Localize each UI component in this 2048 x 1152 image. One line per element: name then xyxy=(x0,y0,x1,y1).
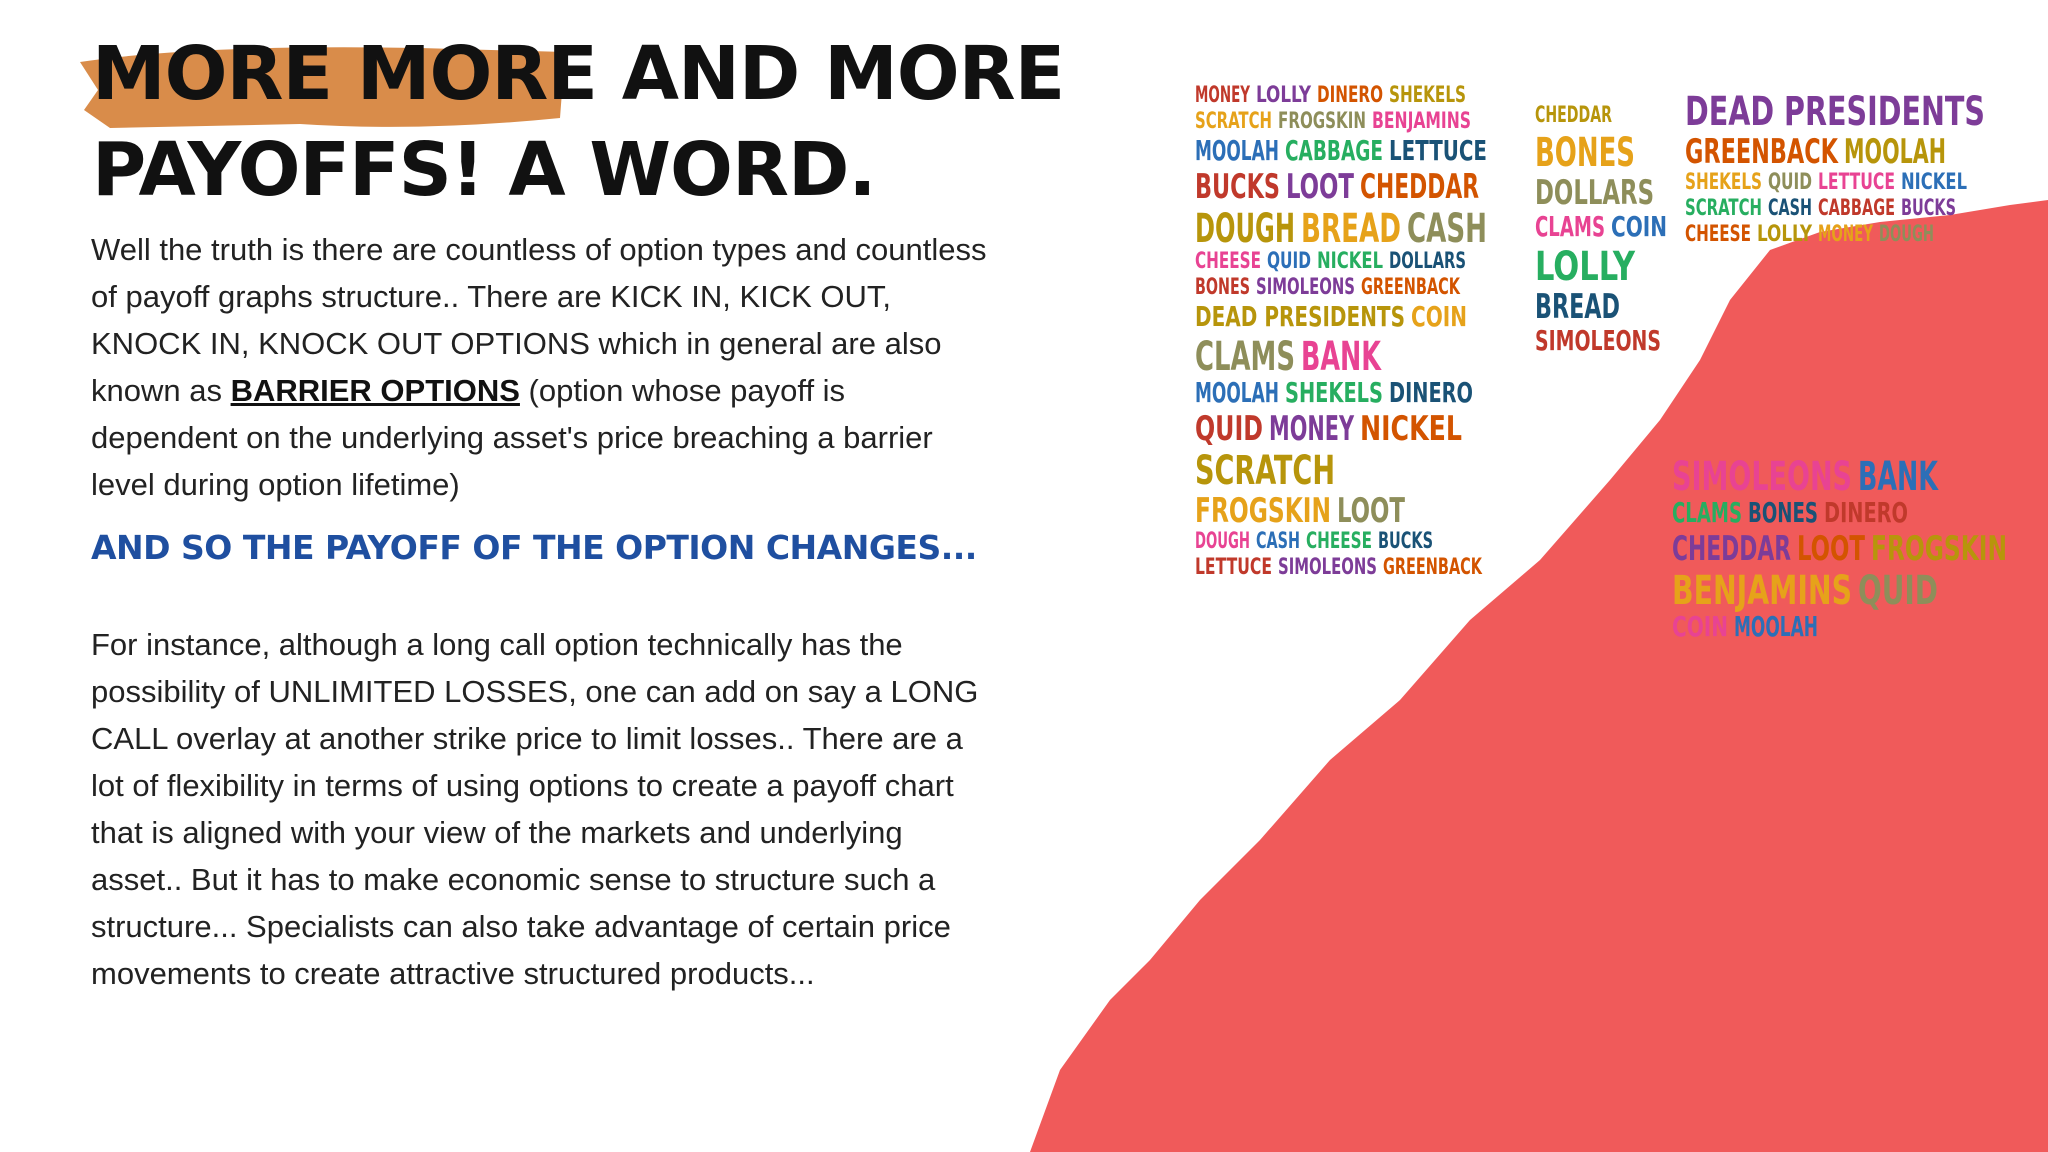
word-cloud-word: CLAMS xyxy=(1535,210,1605,243)
word-cloud-word: DINERO xyxy=(1824,496,1908,529)
word-cloud-word: MONEY xyxy=(1195,83,1250,108)
word-cloud-word: BUCKS xyxy=(1901,196,1956,221)
word-cloud-word: CASH xyxy=(1768,196,1812,221)
word-cloud-word: DOLLARS xyxy=(1535,173,1654,213)
text: Well the truth is there are countless of… xyxy=(91,232,987,408)
title-line-2: PAYOFFS! A WORD. xyxy=(92,127,876,213)
word-cloud-word: BREAD xyxy=(1535,287,1620,327)
word-cloud-word: SIMOLEONS xyxy=(1256,275,1355,300)
word-cloud-word: FROGSKIN xyxy=(1871,529,2007,569)
word-cloud-word: MOOLAH xyxy=(1734,610,1818,643)
word-cloud-word: CLAMS xyxy=(1195,334,1295,380)
word-cloud-word: LOOT xyxy=(1286,167,1354,207)
word-cloud-word: SCRATCH xyxy=(1685,196,1762,221)
word-cloud-word: SHEKELS xyxy=(1685,170,1762,195)
text: (option whose payoff is dependent on the… xyxy=(91,373,933,502)
word-cloud-word: LETTUCE xyxy=(1195,555,1272,580)
word-cloud-word: MOOLAH xyxy=(1844,132,1946,172)
word-cloud-word: MOOLAH xyxy=(1195,376,1279,409)
word-cloud-word: BUCKS xyxy=(1378,529,1433,554)
word-cloud-word: BREAD xyxy=(1301,206,1401,252)
word-cloud-word: MOOLAH xyxy=(1195,134,1279,167)
word-cloud-word: SIMOLEONS xyxy=(1535,324,1661,357)
word-cloud-word: CHEDDAR xyxy=(1360,167,1479,207)
word-cloud-word: MONEY xyxy=(1269,409,1355,449)
word-cloud-word: NICKEL xyxy=(1360,409,1462,449)
word-cloud-word: BONES xyxy=(1535,130,1635,176)
word-cloud-word: DEAD PRESIDENTS xyxy=(1195,300,1405,333)
word-cloud-word: LOLLY xyxy=(1757,222,1813,247)
word-cloud-word: SHEKELS xyxy=(1389,83,1466,108)
word-cloud-word: LOOT xyxy=(1337,491,1405,531)
word-cloud-word: CHEDDAR xyxy=(1535,103,1612,128)
word-cloud-word: NICKEL xyxy=(1317,249,1383,274)
word-cloud-word: QUID xyxy=(1267,249,1311,274)
word-cloud-word: CABBAGE xyxy=(1285,134,1383,167)
word-cloud-word: DOUGH xyxy=(1195,529,1250,554)
word-cloud-word: QUID xyxy=(1195,409,1263,449)
word-cloud-word: BUCKS xyxy=(1195,167,1280,207)
word-cloud-word: CASH xyxy=(1407,206,1487,252)
word-cloud-word: CHEESE xyxy=(1195,249,1261,274)
word-cloud-word: BENJAMINS xyxy=(1672,568,1852,614)
brush-stroke xyxy=(80,47,565,128)
word-cloud-word: BENJAMINS xyxy=(1372,109,1471,134)
word-cloud-word: LOOT xyxy=(1797,529,1865,569)
word-cloud-word: MONEY xyxy=(1818,222,1873,247)
word-cloud-word: CLAMS xyxy=(1672,496,1742,529)
word-cloud-word: DEAD PRESIDENTS xyxy=(1685,89,1985,135)
word-cloud-word: SHEKELS xyxy=(1285,376,1383,409)
word-cloud-word: CHEESE xyxy=(1306,529,1372,554)
word-cloud-word: FROGSKIN xyxy=(1278,109,1366,134)
paragraph: Well the truth is there are countless of… xyxy=(91,226,996,508)
word-cloud-word: DINERO xyxy=(1389,376,1473,409)
word-cloud-word: SCRATCH xyxy=(1195,448,1335,494)
word-cloud-word: SIMOLEONS xyxy=(1672,454,1852,500)
red-background-shape xyxy=(1030,200,2048,1152)
word-cloud-word: GREENBACK xyxy=(1383,555,1482,580)
word-cloud-word: BANK xyxy=(1858,454,1939,500)
paragraph: For instance, although a long call optio… xyxy=(91,627,979,991)
word-cloud-word: BONES xyxy=(1195,275,1250,300)
word-cloud-word: GREENBACK xyxy=(1685,132,1839,172)
subheading: AND SO THE PAYOFF OF THE OPTION CHANGES.… xyxy=(91,528,977,567)
word-cloud-word: LETTUCE xyxy=(1389,134,1487,167)
title-highlight: MORE MORE xyxy=(92,31,598,117)
word-cloud-word: LETTUCE xyxy=(1818,170,1895,195)
word-cloud-word: SCRATCH xyxy=(1195,109,1272,134)
word-cloud-word: CASH xyxy=(1256,529,1300,554)
word-cloud-word: BONES xyxy=(1748,496,1818,529)
word-cloud-word: QUID xyxy=(1858,568,1938,614)
word-cloud-word: SIMOLEONS xyxy=(1278,555,1377,580)
title: MORE MORE AND MORE PAYOFFS! A WORD. xyxy=(92,26,1065,218)
word-cloud-word: LOLLY xyxy=(1535,244,1636,290)
word-cloud-word: CHEDDAR xyxy=(1672,529,1791,569)
word-cloud-word: COIN xyxy=(1672,610,1728,643)
word-cloud-word: BANK xyxy=(1301,334,1382,380)
word-cloud-word: FROGSKIN xyxy=(1195,491,1331,531)
word-cloud-word: DINERO xyxy=(1317,83,1383,108)
word-cloud-word: LOLLY xyxy=(1256,83,1312,108)
barrier-options-link[interactable]: BARRIER OPTIONS xyxy=(230,373,520,408)
word-cloud-word: COIN xyxy=(1411,300,1467,333)
word-cloud-word: QUID xyxy=(1768,170,1812,195)
title-rest: AND MORE xyxy=(621,31,1065,117)
word-cloud-word: DOUGH xyxy=(1195,206,1295,252)
word-cloud-word: GREENBACK xyxy=(1361,275,1460,300)
word-cloud-word: CHEESE xyxy=(1685,222,1751,247)
word-cloud-word: DOLLARS xyxy=(1389,249,1466,274)
word-cloud-word: DOUGH xyxy=(1879,222,1934,247)
word-cloud-word: NICKEL xyxy=(1901,170,1967,195)
word-cloud-word: CABBAGE xyxy=(1818,196,1895,221)
word-cloud-word: COIN xyxy=(1611,210,1667,243)
